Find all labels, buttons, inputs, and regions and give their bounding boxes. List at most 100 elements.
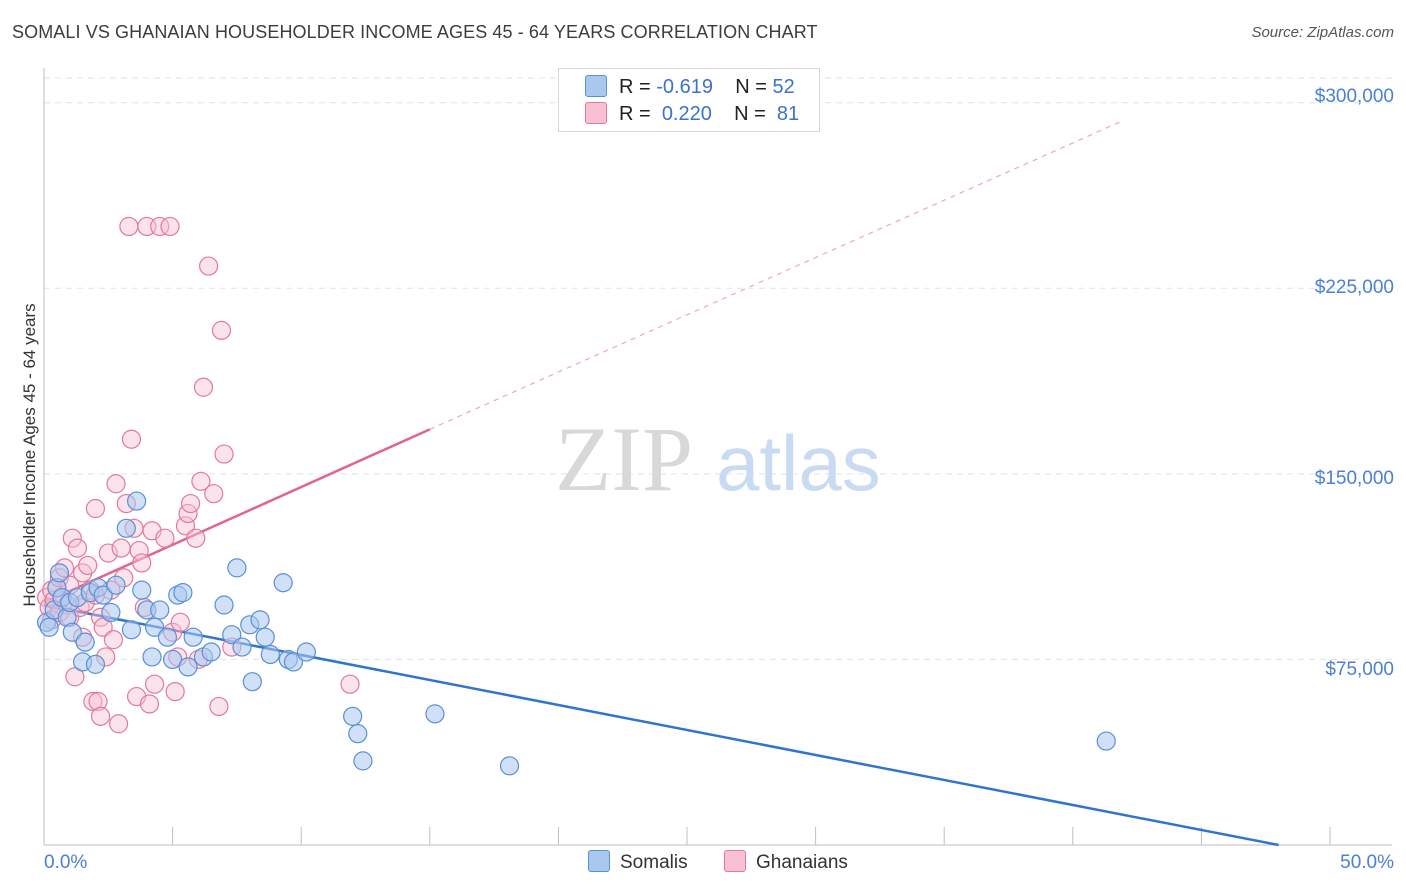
somalis-point [348,724,368,744]
somalis-point [121,620,142,640]
somalis-point [173,583,193,603]
somalis-point [250,610,270,630]
ghanaians-point [144,674,165,694]
ghanaians-point [193,377,214,397]
bottom-legend-ghanaians: Ghanaians [724,850,848,874]
y-tick-300000: $300,000 [1314,86,1394,107]
ghanaians-point [129,540,149,561]
ghanaians-point [181,493,201,514]
ghanaians-point [85,498,106,519]
y-axis-label: Householder Income Ages 45 - 64 years [20,303,39,607]
somalis-point [201,642,221,662]
ghanaians-point [90,706,111,726]
ghanaians-point [160,216,180,237]
ghanaians-swatch [585,101,607,124]
somalis-point [144,617,165,637]
grid-lines [44,77,1392,660]
ghanaians-point [150,216,170,237]
ghanaians-point [139,694,160,714]
bottom-ghanaians-label: Ghanaians [756,852,848,874]
somalis-point [222,625,242,645]
ghanaians-point [155,528,175,548]
ghanaians-point [108,714,129,734]
ghanaians-point [214,444,234,464]
ghanaians-point [121,429,142,449]
somalis-point [150,600,170,620]
ghanaians-point [78,555,98,576]
somalis-point [1096,731,1116,751]
somalis-point [214,595,234,615]
ghanaians-point [175,516,196,536]
ghanaians-point [186,528,206,548]
somalis-point [343,706,363,726]
somalis-point [183,627,203,647]
ghanaians-r-label: R = [619,103,651,125]
somalis-point [157,627,178,647]
somalis-point [116,518,136,538]
somalis-n-value: 52 [772,76,795,98]
ghanaians-point [132,553,152,573]
ghanaians-n-value: 81 [776,103,800,125]
ghanaians-point [204,484,224,504]
somalis-point [255,627,275,647]
somalis-point [85,654,106,674]
ghanaians-point [170,612,190,632]
somalis-point [132,580,152,600]
somalis-point [142,647,162,667]
y-tick-150000: $150,000 [1314,468,1394,489]
ghanaians-point [83,691,103,712]
ghanaians-point [340,674,360,694]
ghanaians-point [211,320,232,340]
source-label: Source: ZipAtlas.com [1251,24,1394,41]
somalis-r-value: -0.619 [656,76,713,98]
bottom-legend-somalis: Somalis [588,850,688,874]
somalis-point [232,637,252,657]
ghanaians-point [93,617,113,637]
somalis-point [499,756,520,776]
bottom-somalis-swatch [588,850,610,872]
ghanaians-point [106,474,126,494]
somalis-point [353,751,373,771]
somalis-point [242,672,262,692]
somalis-r-label: R = [619,76,651,98]
ghanaians-point [199,256,219,276]
watermark-atlas: atlas [716,419,881,507]
legend-row-somalis: R = -0.619 N = 52 [585,74,795,99]
somalis-point [273,573,293,593]
ghanaians-point [98,543,118,563]
somalis-point [260,644,280,665]
somalis-point [178,657,198,677]
ghanaians-point [62,528,82,548]
ghanaians-point [111,538,131,558]
somalis-point [62,622,82,642]
somalis-point [126,491,147,511]
chart-title: SOMALI VS GHANAIAN HOUSEHOLDER INCOME AG… [12,22,818,42]
somalis-point [163,649,183,670]
ghanaians-trend-line [43,428,431,604]
somalis-point [296,642,316,662]
ghanaians-point [88,691,108,712]
somalis-point [227,558,247,578]
legend-row-ghanaians: R = 0.220 N = 81 [585,101,800,126]
somalis-point [283,652,304,672]
somalis-points [36,491,1116,776]
watermark: ZIP atlas [555,408,881,510]
somalis-point [49,563,70,583]
ghanaians-point [191,471,211,491]
somalis-point [106,575,126,595]
ghanaians-point [67,538,88,558]
somalis-point [75,632,95,652]
somalis-point [93,585,113,605]
axes [43,68,1392,846]
ghanaians-point [103,630,124,650]
ghanaians-point [209,696,229,717]
y-tick-225000: $225,000 [1314,277,1394,298]
x-tick-min: 0.0% [44,852,88,873]
ghanaians-point [65,667,85,687]
correlation-legend: R = -0.619 N = 52 R = 0.220 N = 81 [558,68,820,132]
ghanaians-point [165,681,185,702]
somalis-n-label: N = [735,76,767,98]
ghanaians-r-value: 0.220 [661,103,712,125]
watermark-zip: ZIP [555,408,693,510]
